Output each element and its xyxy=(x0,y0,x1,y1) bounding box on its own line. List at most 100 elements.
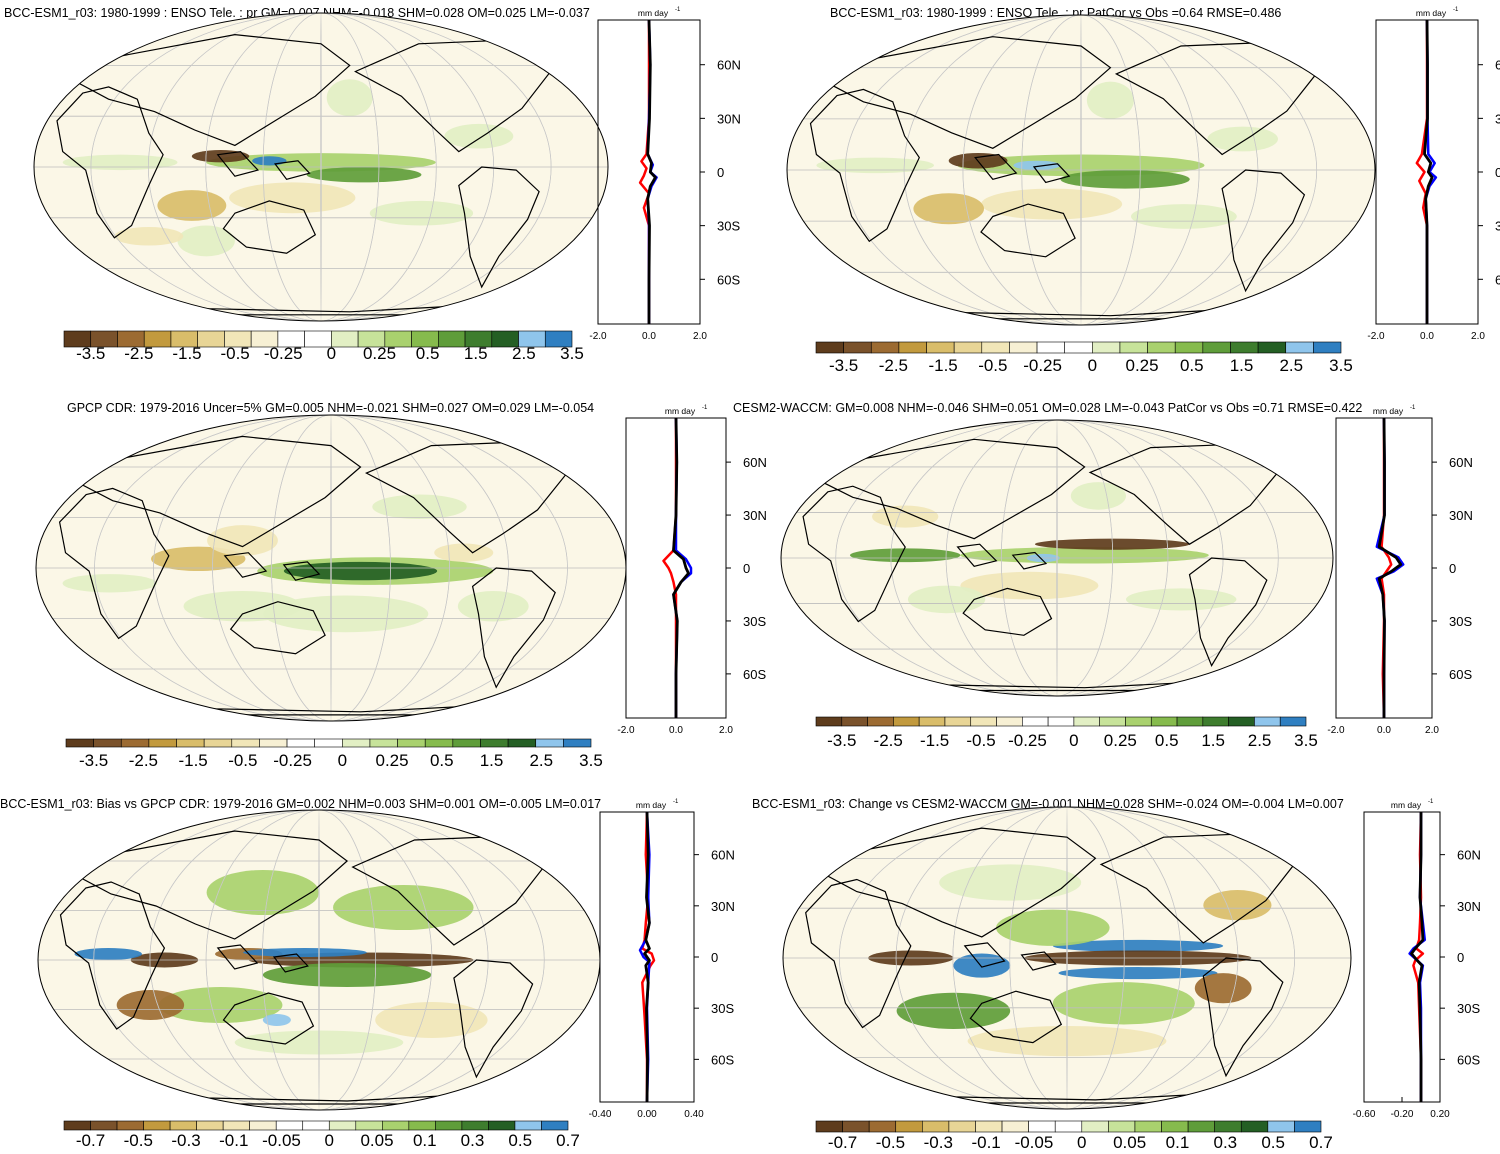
coastline xyxy=(222,992,315,1045)
panel-title: BCC-ESM1_r03: Change vs CESM2-WACCM GM=-… xyxy=(752,797,1344,811)
zonal-mean-unit-exponent: -1 xyxy=(675,7,681,13)
x-tick-label: 2.0 xyxy=(693,331,707,342)
colorbar-swatch xyxy=(1254,716,1281,727)
colorbar-swatch xyxy=(944,716,972,727)
map-outline xyxy=(786,14,1376,326)
lat-tick-label: 30S xyxy=(743,614,766,629)
zonal-mean-plot: mm day -1 60N 30N 0 30S 60S -0.40 0.00 0.40 xyxy=(589,799,735,1120)
coastline xyxy=(471,567,556,689)
colorbar-swatch xyxy=(369,738,398,748)
colorbar-swatch xyxy=(259,738,288,748)
longitude-gridline xyxy=(262,13,380,321)
anomaly-region xyxy=(62,154,178,171)
x-tick-label: 2.0 xyxy=(719,725,733,736)
longitude-gridline xyxy=(1056,420,1058,696)
colorbar-swatch xyxy=(975,1120,1003,1133)
colorbar-swatch xyxy=(841,716,868,727)
longitude-gridline xyxy=(147,13,495,321)
colorbar-label: -0.25 xyxy=(264,344,303,363)
lat-tick-label: 30S xyxy=(711,1001,734,1016)
lat-tick-label: 30N xyxy=(1449,508,1473,523)
colorbar-swatch xyxy=(93,738,122,748)
x-tick-label: 0.0 xyxy=(669,725,683,736)
lat-tick-label: 60S xyxy=(717,272,740,287)
colorbar-swatch xyxy=(438,330,466,348)
map-field xyxy=(783,807,1351,1109)
anomaly-region xyxy=(1070,482,1126,510)
colorbar-swatch xyxy=(1294,1120,1322,1133)
lat-tick-label: 0 xyxy=(711,950,718,965)
colorbar-label: 0.05 xyxy=(1113,1133,1146,1152)
colorbar-swatch xyxy=(314,738,343,748)
coastline xyxy=(821,827,1097,938)
anomaly-region xyxy=(114,227,184,246)
colorbar-label: -0.25 xyxy=(1008,731,1047,750)
longitude-gridline xyxy=(844,15,1318,325)
colorbar-swatch xyxy=(65,738,94,748)
colorbar-label: -0.5 xyxy=(978,356,1007,375)
colorbar-label: 2.5 xyxy=(1279,356,1303,375)
colorbar-swatch xyxy=(815,1120,843,1133)
colorbar-label: 1.5 xyxy=(1201,731,1225,750)
colorbar-label: -0.7 xyxy=(828,1133,857,1152)
coastline xyxy=(58,487,170,640)
colorbar-swatch xyxy=(1134,1120,1162,1133)
colorbar-swatch xyxy=(815,341,844,354)
longitude-gridline xyxy=(271,415,391,721)
map-field xyxy=(781,420,1333,696)
coastline xyxy=(1188,557,1268,667)
colorbar-label: 0.7 xyxy=(556,1131,580,1150)
colorbar-swatch xyxy=(1230,341,1259,354)
colorbar-label: 1.5 xyxy=(480,751,504,770)
longitude-gridline xyxy=(153,415,509,721)
coastline xyxy=(76,830,349,940)
longitude-gridline xyxy=(149,810,489,1110)
colorbar-swatch xyxy=(1228,716,1255,727)
zonal-mean-line-black xyxy=(672,417,690,718)
lat-tick-label: 60S xyxy=(1457,1052,1480,1067)
lat-tick-label: 0 xyxy=(717,165,724,180)
colorbar-swatch xyxy=(1214,1120,1242,1133)
colorbar-label: 2.5 xyxy=(529,751,553,770)
coastline xyxy=(272,953,309,973)
colorbar-swatch xyxy=(1064,341,1093,354)
colorbar-label: 0.5 xyxy=(508,1131,532,1150)
map-panel-3: GPCP CDR: 1979-2016 Uncer=5% GM=0.005 NH… xyxy=(35,401,767,770)
zonal-mean-unit-exponent: -1 xyxy=(702,405,708,411)
longitude-gridline xyxy=(903,15,1259,325)
colorbar-swatch xyxy=(382,1120,410,1131)
longitude-gridline xyxy=(962,15,1200,325)
coastline xyxy=(56,86,164,239)
colorbar-swatch xyxy=(480,738,509,748)
coastline xyxy=(963,942,1006,968)
lat-tick-label: 0 xyxy=(743,561,750,576)
x-tick-label: 0.20 xyxy=(1430,1109,1450,1120)
x-tick-label: -2.0 xyxy=(1367,331,1385,342)
anomaly-region xyxy=(816,157,934,174)
colorbar-swatch xyxy=(169,1120,197,1131)
coastline xyxy=(962,587,1053,636)
anomaly-region xyxy=(1207,126,1278,152)
colorbar-swatch xyxy=(893,716,920,727)
coastline xyxy=(354,40,552,153)
zonal-mean-unit: mm day xyxy=(665,406,696,416)
coastline xyxy=(818,438,1086,540)
map-outline xyxy=(780,419,1334,697)
colorbar-swatch xyxy=(148,738,177,748)
colorbar-swatch xyxy=(435,1120,463,1131)
panel-title: CESM2-WACCM: GM=0.008 NHM=-0.046 SHM=0.0… xyxy=(733,401,1362,415)
coastline xyxy=(1020,951,1057,971)
colorbar-swatch xyxy=(120,738,150,748)
lat-tick-label: 30N xyxy=(711,899,735,914)
anomaly-region xyxy=(252,156,287,166)
coastline xyxy=(826,36,1112,149)
x-tick-label: -2.0 xyxy=(617,725,635,736)
x-tick-label: 0.40 xyxy=(684,1109,704,1120)
colorbar-label: 0.25 xyxy=(363,344,396,363)
colorbar: -3.5 -2.5 -1.5 -0.5 -0.25 0 0.25 0.5 1.5 2.5 3.5 xyxy=(63,330,584,363)
longitude-gridline xyxy=(330,415,332,721)
colorbar-swatch xyxy=(1174,341,1204,354)
lat-tick-label: 30S xyxy=(1495,219,1500,234)
map-outline xyxy=(782,806,1352,1110)
panel-title: BCC-ESM1_r03: Bias vs GPCP CDR: 1979-201… xyxy=(0,797,601,811)
